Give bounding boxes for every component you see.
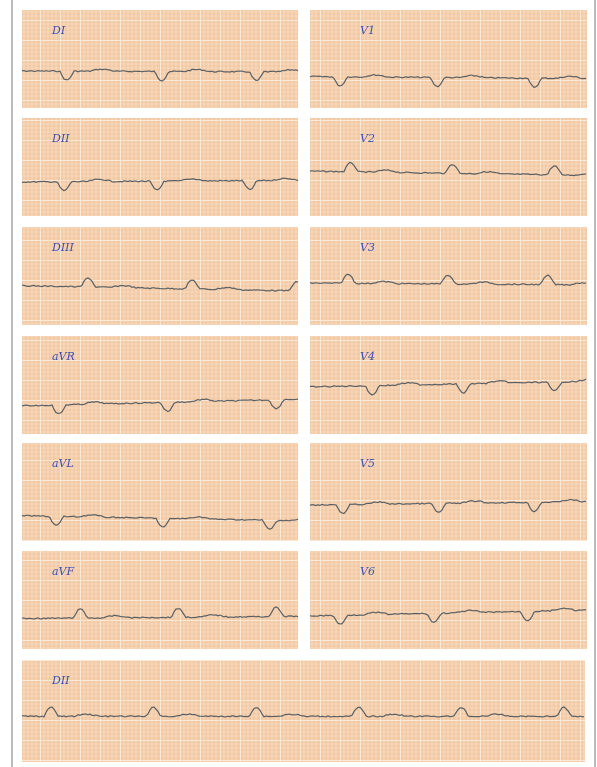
lead-panel: DI <box>22 10 298 108</box>
lead-panel: V2 <box>310 118 587 216</box>
lead-label: aVF <box>52 565 75 578</box>
lead-panel: V4 <box>310 336 587 434</box>
lead-panel: DIII <box>22 227 298 325</box>
lead-label: V6 <box>360 565 375 578</box>
ecg-sheet: DI V1 DII V2 DIII V3 aVR V4 aVL V5 aVF V6 DII <box>0 0 597 767</box>
lead-label: V4 <box>360 350 375 363</box>
lead-label: aVL <box>52 457 74 470</box>
lead-panel: aVL <box>22 443 298 541</box>
lead-panel: aVR <box>22 336 298 434</box>
lead-label: V1 <box>360 24 375 37</box>
lead-label: V5 <box>360 457 375 470</box>
lead-label: DII <box>51 132 70 145</box>
lead-panel: V1 <box>310 10 587 108</box>
lead-label: V2 <box>360 132 375 145</box>
lead-panel: DII <box>22 118 298 216</box>
lead-panel: V3 <box>310 227 587 325</box>
lead-label: V3 <box>360 241 375 254</box>
ecg-paper <box>310 551 587 649</box>
lead-panel: V6 <box>310 551 587 649</box>
lead-panel: DII <box>22 660 585 762</box>
lead-label: DII <box>51 674 70 687</box>
lead-label: DI <box>51 24 66 37</box>
ecg-paper <box>22 660 585 762</box>
ecg-paper <box>310 336 587 434</box>
lead-panel: aVF <box>22 551 298 649</box>
lead-panel: V5 <box>310 443 587 541</box>
ecg-paper <box>310 10 587 108</box>
ecg-paper <box>310 443 587 541</box>
lead-label: aVR <box>52 350 75 363</box>
lead-label: DIII <box>51 241 75 254</box>
